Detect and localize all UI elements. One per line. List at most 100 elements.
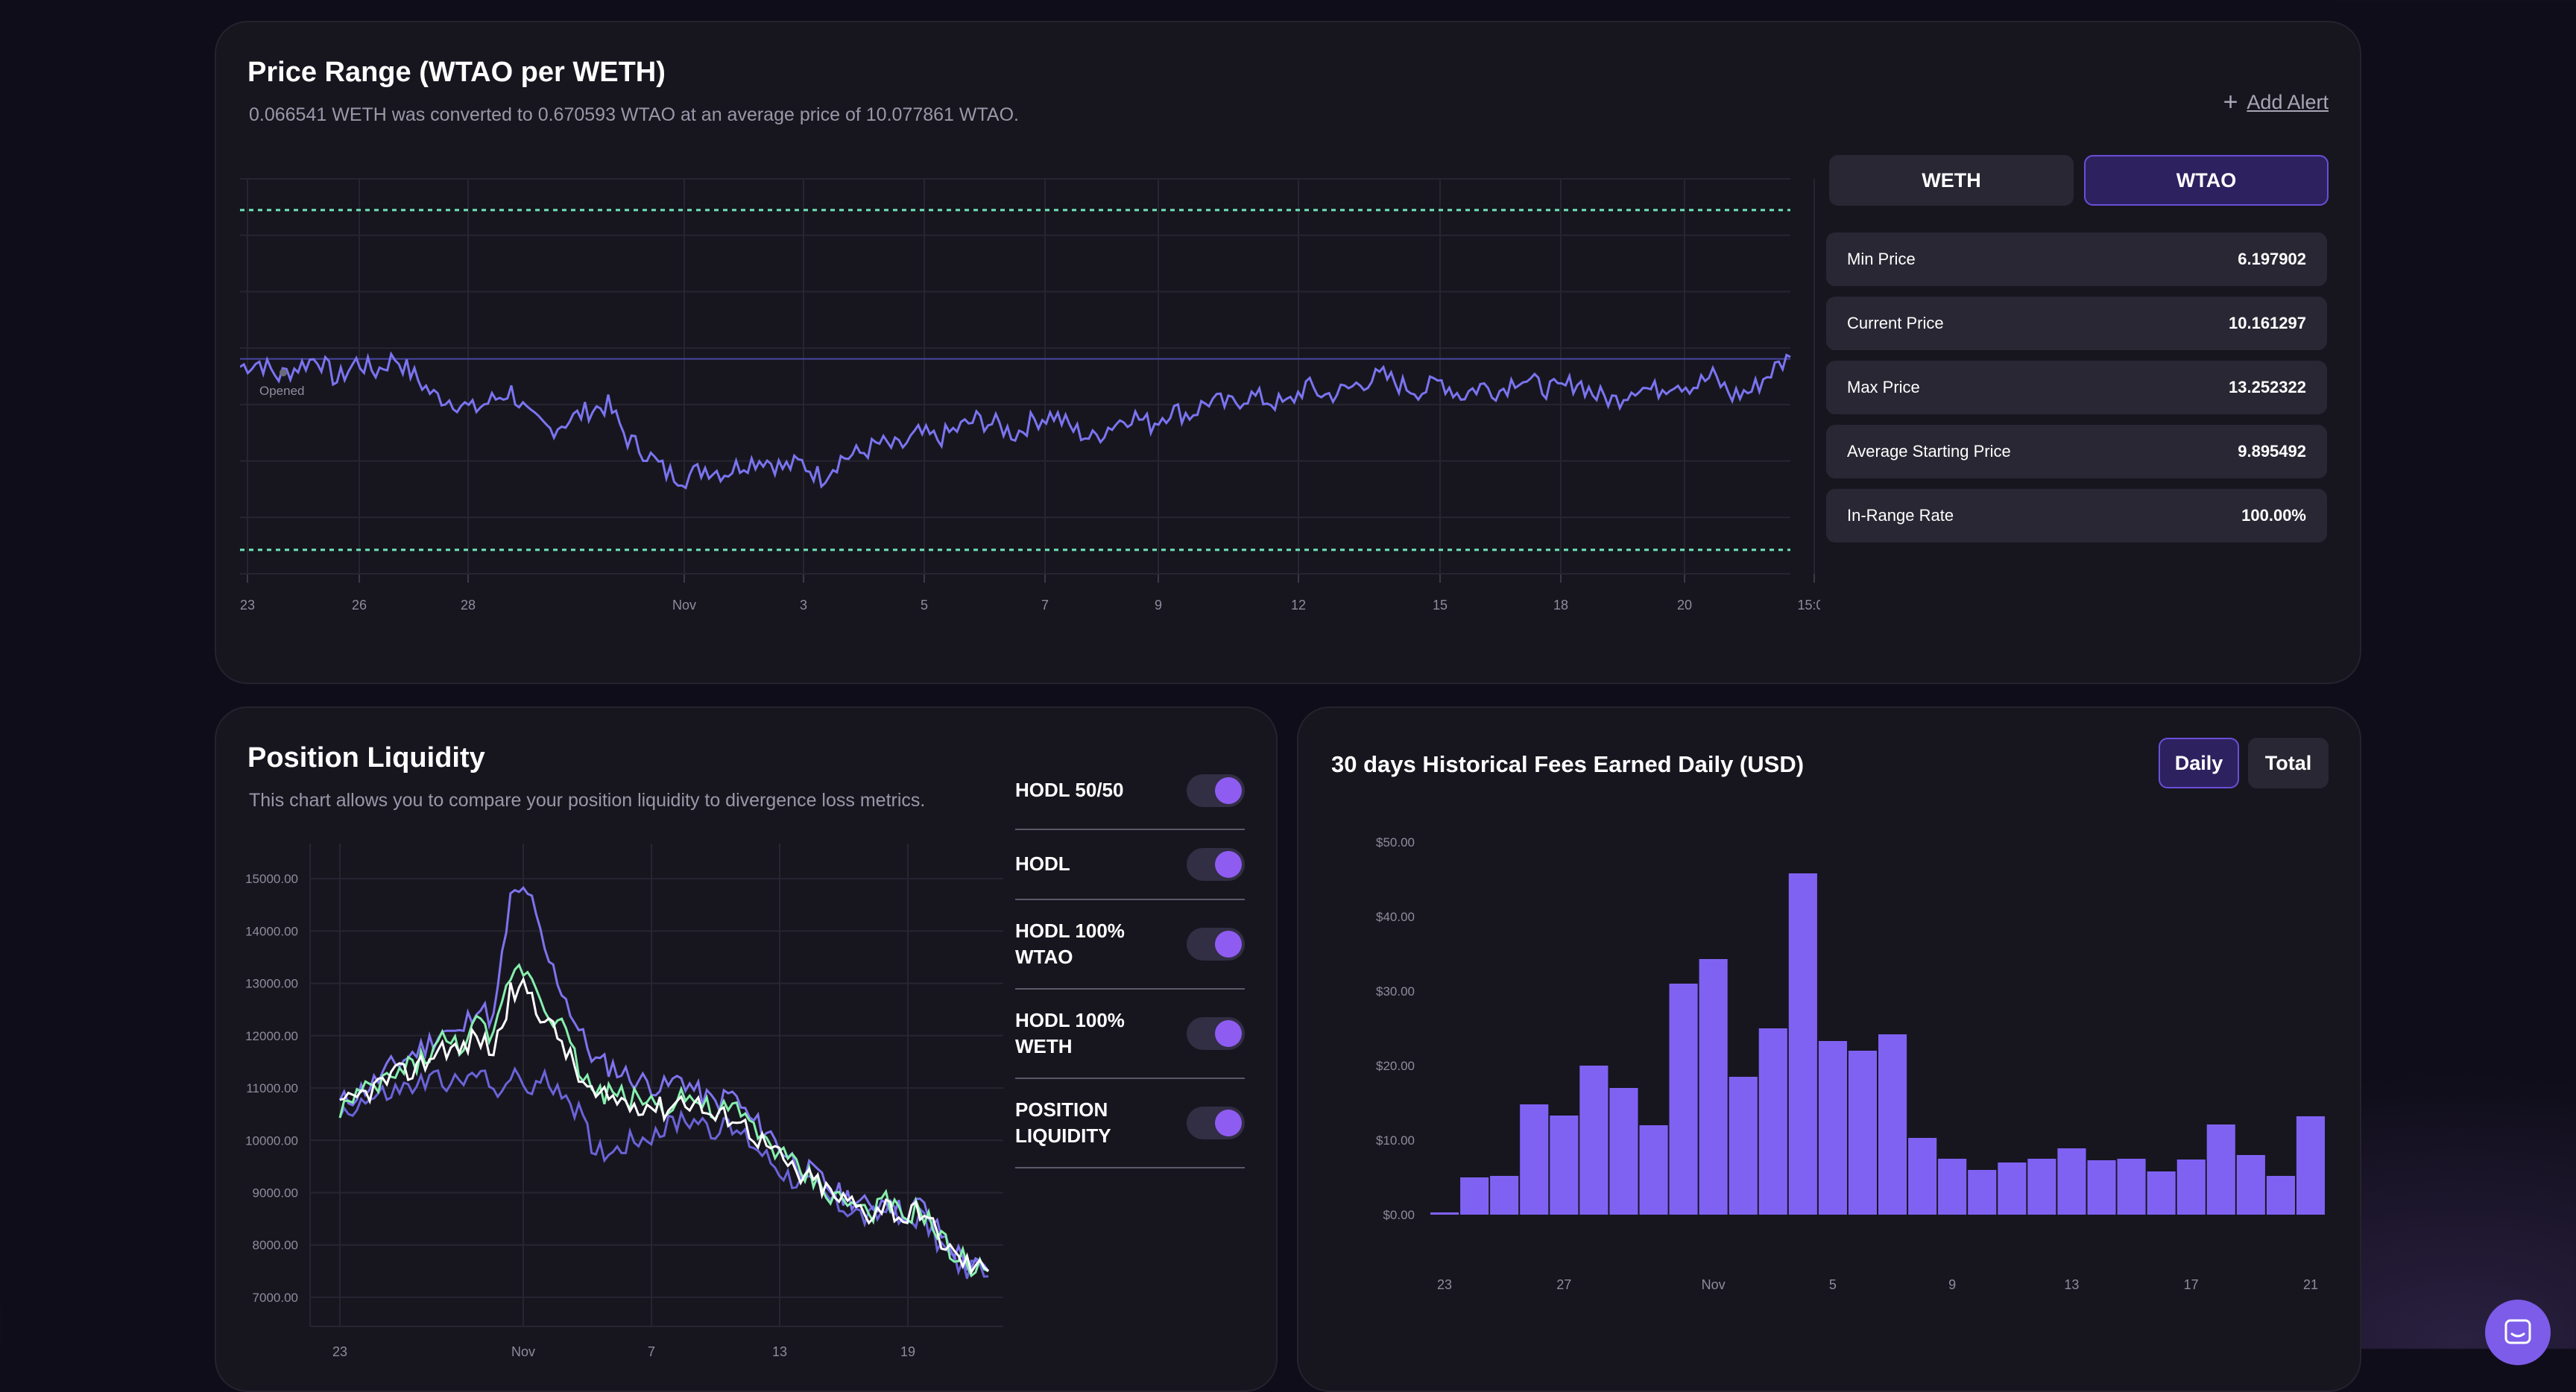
toggle-label: HODL 50/50	[1015, 779, 1124, 802]
fee-bar	[2117, 1159, 2146, 1215]
fee-bar	[2236, 1155, 2265, 1215]
toggle-knob	[1215, 777, 1242, 804]
position-liquidity-card: Position Liquidity This chart allows you…	[215, 706, 1278, 1392]
stat-min-price: Min Price 6.197902	[1826, 232, 2327, 286]
y-tick-label: $20.00	[1376, 1059, 1415, 1073]
fee-bar	[2176, 1160, 2206, 1215]
toggle-label: POSITION LIQUIDITY	[1015, 1098, 1111, 1147]
token-tab-weth[interactable]: WETH	[1829, 155, 2074, 206]
toggle-knob	[1215, 1020, 1242, 1047]
x-tick-label: 15	[1433, 598, 1448, 613]
toggle-hodl: HODL	[1015, 830, 1245, 900]
x-tick-label: 5	[921, 598, 928, 613]
price-range-card: Price Range (WTAO per WETH) 0.066541 WET…	[215, 21, 2361, 684]
x-tick-label: Nov	[672, 598, 696, 613]
fee-bar	[1908, 1138, 1937, 1215]
hodl-50-50-toggle[interactable]	[1187, 774, 1245, 807]
y-tick-label: 9000.00	[253, 1186, 298, 1200]
fee-bar	[2057, 1148, 2086, 1215]
toggle-hodl-100-wtao: HODL 100% WTAO	[1015, 900, 1245, 990]
hodl-toggle[interactable]	[1187, 848, 1245, 881]
price-range-title: Price Range (WTAO per WETH)	[247, 57, 666, 88]
fee-bar	[2296, 1116, 2325, 1215]
token-tab-wtao[interactable]: WTAO	[2084, 155, 2329, 206]
toggle-label: HODL	[1015, 852, 1070, 876]
liquidity-series-line	[338, 885, 990, 1272]
total-button[interactable]: Total	[2248, 738, 2329, 788]
y-tick-label: $0.00	[1383, 1208, 1415, 1222]
chat-icon	[2504, 1319, 2531, 1344]
y-tick-label: $30.00	[1376, 984, 1415, 999]
stat-max-price: Max Price 13.252322	[1826, 361, 2327, 414]
fee-bar	[1579, 1066, 1609, 1215]
chat-button[interactable]	[2485, 1300, 2551, 1365]
x-tick-label: 7	[1041, 598, 1049, 613]
x-tick-label: 23	[332, 1344, 347, 1356]
price-range-subtitle: 0.066541 WETH was converted to 0.670593 …	[249, 104, 1019, 125]
fee-bar	[2206, 1124, 2235, 1215]
fee-bar	[2027, 1159, 2056, 1215]
opened-label: Opened	[259, 384, 305, 398]
stat-label: Current Price	[1847, 314, 1944, 332]
fee-bar	[1520, 1104, 1549, 1215]
fee-bar	[2147, 1171, 2176, 1215]
stat-value: 10.161297	[2229, 314, 2306, 332]
x-tick-label: 17	[2184, 1277, 2199, 1292]
x-tick-label: Nov	[1702, 1277, 1726, 1292]
y-tick-label: 14000.00	[245, 924, 298, 938]
x-tick-label: 15:00	[1797, 598, 1820, 613]
y-tick-label: 8000.00	[253, 1238, 298, 1253]
x-tick-label: 23	[1437, 1277, 1452, 1292]
fee-bar	[1878, 1034, 1907, 1215]
stat-label: Average Starting Price	[1847, 442, 2011, 461]
fee-bar	[2087, 1160, 2116, 1215]
y-tick-label: 10000.00	[245, 1133, 298, 1148]
x-tick-label: 9	[1155, 598, 1162, 613]
stat-label: Max Price	[1847, 378, 1920, 396]
fee-bar	[1490, 1176, 1519, 1215]
total-button-label: Total	[2264, 751, 2312, 774]
daily-button[interactable]: Daily	[2159, 738, 2239, 788]
fees-card: 30 days Historical Fees Earned Daily (US…	[1297, 706, 2361, 1392]
fee-bar	[1729, 1077, 1758, 1215]
y-tick-label: 12000.00	[245, 1029, 298, 1043]
x-tick-label: 12	[1291, 598, 1306, 613]
position-liquidity-title: Position Liquidity	[247, 742, 485, 773]
stat-value: 9.895492	[2238, 442, 2306, 461]
token-tab-label: WTAO	[2176, 168, 2237, 192]
fees-title: 30 days Historical Fees Earned Daily (US…	[1331, 751, 1805, 777]
toggle-label: HODL 100% WTAO	[1015, 919, 1125, 968]
y-tick-label: $10.00	[1376, 1133, 1415, 1148]
add-alert-label: Add Alert	[2247, 90, 2329, 113]
fees-chart: $50.00 $40.00 $30.00 $20.00 $10.00 $0.00 23 27 N…	[1376, 835, 2325, 1292]
y-tick-label: 7000.00	[253, 1291, 298, 1305]
plus-icon: +	[2223, 88, 2238, 116]
hodl-100-wtao-toggle[interactable]	[1187, 928, 1245, 961]
stat-label: Min Price	[1847, 250, 1916, 268]
x-tick-label: 18	[1553, 598, 1568, 613]
x-tick-label: 7	[648, 1344, 655, 1356]
token-tab-label: WETH	[1922, 168, 1981, 192]
hodl-100-weth-toggle[interactable]	[1187, 1017, 1245, 1050]
fee-bar	[2266, 1176, 2295, 1215]
position-liquidity-toggle[interactable]	[1187, 1107, 1245, 1139]
fee-bar	[1430, 1212, 1459, 1215]
fee-bar	[1669, 984, 1698, 1215]
y-tick-label: $40.00	[1376, 910, 1415, 924]
fee-bar	[1758, 1028, 1787, 1215]
stat-in-range-rate: In-Range Rate 100.00%	[1826, 489, 2327, 542]
x-tick-label: 9	[1948, 1277, 1956, 1292]
stat-average-starting-price: Average Starting Price 9.895492	[1826, 425, 2327, 478]
add-alert-button[interactable]: + Add Alert	[2223, 89, 2329, 115]
y-tick-label: 15000.00	[245, 872, 298, 886]
fee-bar	[1699, 959, 1728, 1215]
fee-bar	[1788, 873, 1817, 1215]
stat-value: 6.197902	[2238, 250, 2306, 268]
toggle-label: HODL 100% WETH	[1015, 1008, 1125, 1057]
liquidity-series-line	[338, 1066, 989, 1279]
stat-value: 100.00%	[2241, 506, 2306, 525]
price-range-chart: 23 26 28 Nov 3 5 7 9 12 15 18 20 15:00 Opened	[240, 178, 1820, 613]
x-tick-label: 21	[2303, 1277, 2318, 1292]
x-tick-label: 27	[1556, 1277, 1571, 1292]
fee-bar	[1550, 1116, 1579, 1215]
